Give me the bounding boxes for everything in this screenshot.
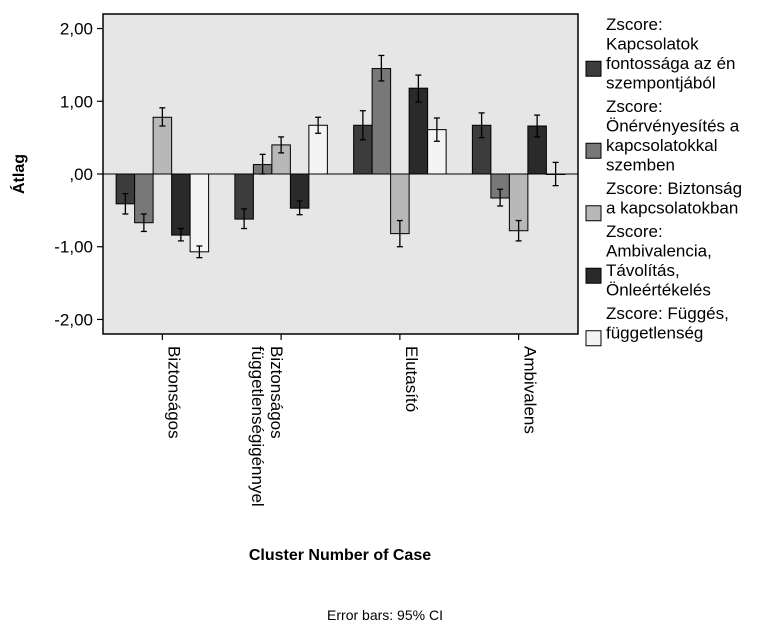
error-bars-footnote: Error bars: 95% CI (327, 607, 443, 623)
legend-entry: Zscore: Függés, függetlenség (606, 304, 729, 343)
legend-swatch (585, 205, 602, 222)
x-axis: Biztonságos Biztonságosfüggetlenségigénny… (161, 334, 540, 507)
legend-swatch (585, 142, 602, 159)
y-axis-title: Átlag (9, 154, 28, 194)
y-tick-label: 1,00 (60, 92, 93, 111)
legend-swatch (585, 330, 602, 347)
legend-swatch (585, 60, 602, 77)
legend: Zscore: Kapcsolatok fontossága az én szempo… (585, 15, 742, 347)
legend-entry: Zscore: Önérvényesítés a kapcsolatokkal sze… (606, 97, 740, 175)
bar (371, 68, 392, 175)
legend-entry: Zscore: Biztonság a kapcsolatokban (606, 179, 742, 218)
error-bars-group (122, 54, 559, 259)
x-tick-label: Biztonságos (164, 346, 183, 439)
x-tick-label: Biztonságosfüggetlenségigénnyel (248, 346, 286, 507)
legend-swatch (585, 267, 602, 284)
y-tick-label: 2,00 (60, 20, 93, 39)
bars-group (115, 68, 566, 253)
y-tick-label: -1,00 (54, 238, 93, 257)
legend-entry: Zscore: Kapcsolatok fontossága az én szempo… (606, 15, 735, 93)
x-tick-label: Ambivalens (521, 346, 540, 434)
y-tick-label: ,00 (69, 165, 93, 184)
y-axis: 2,00 1,00 ,00 -1,00 -2,00 (54, 20, 103, 329)
x-axis-title: Cluster Number of Case (249, 547, 431, 564)
bar (171, 173, 191, 236)
bar (189, 173, 210, 253)
legend-entry: Zscore: Ambivalencia, Távolítás, Önleértéke… (606, 222, 712, 300)
y-tick-label: -2,00 (54, 310, 93, 329)
x-tick-label: Elutasító (402, 346, 421, 412)
